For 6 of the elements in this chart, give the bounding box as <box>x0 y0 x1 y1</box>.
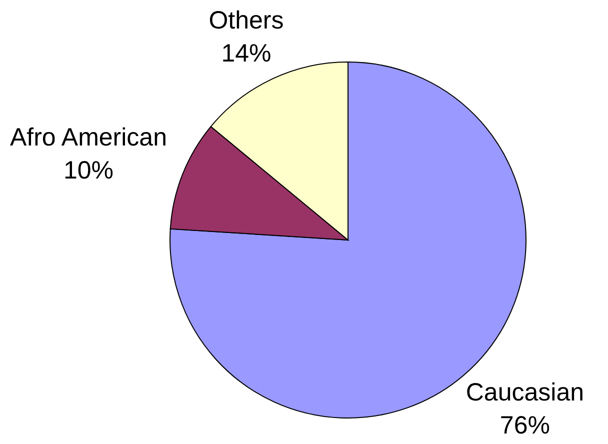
slice-label: Afro American <box>10 124 168 152</box>
data-label: 10% <box>63 156 114 185</box>
slice-label: Others <box>208 6 284 34</box>
data-label: 14% <box>221 40 272 68</box>
data-label: 76% <box>500 412 550 440</box>
slice-label: Caucasian <box>466 378 584 406</box>
